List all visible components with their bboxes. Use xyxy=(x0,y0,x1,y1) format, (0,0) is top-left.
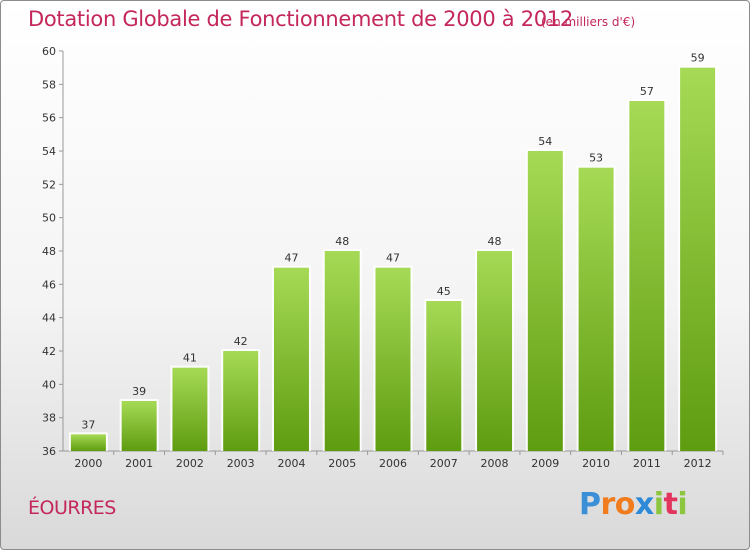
x-tick-label-2004: 2004 xyxy=(277,457,305,470)
chart-unit: (en milliers d'€) xyxy=(541,15,636,29)
logo-letter: t xyxy=(663,487,678,522)
data-label-2010: 53 xyxy=(589,152,603,165)
bar-2012 xyxy=(680,67,716,452)
y-tick-label: 36 xyxy=(42,445,56,458)
logo-letter: o xyxy=(614,487,636,522)
bar-2006 xyxy=(375,267,411,451)
x-tick-label-2001: 2001 xyxy=(125,457,153,470)
bar-2000 xyxy=(70,434,106,451)
x-tick-label-2008: 2008 xyxy=(481,457,509,470)
data-label-2009: 54 xyxy=(538,135,552,148)
bar-2008 xyxy=(477,251,513,451)
commune-name: ÉOURRES xyxy=(28,497,116,519)
data-label-2005: 48 xyxy=(335,235,349,248)
logo-letter: x xyxy=(634,487,654,522)
data-label-2008: 48 xyxy=(488,235,502,248)
x-tick-label-2006: 2006 xyxy=(379,457,407,470)
bar-2001 xyxy=(121,401,157,451)
y-tick-label: 50 xyxy=(42,212,56,225)
data-label-2011: 57 xyxy=(640,85,654,98)
x-tick-label-2003: 2003 xyxy=(227,457,255,470)
x-tick-label-2005: 2005 xyxy=(328,457,356,470)
data-label-2002: 41 xyxy=(183,352,197,365)
data-label-2000: 37 xyxy=(81,418,95,431)
data-label-2001: 39 xyxy=(132,385,146,398)
logo-letter: P xyxy=(579,487,601,522)
y-tick-label: 56 xyxy=(42,112,56,125)
logo-letter: r xyxy=(600,487,616,522)
x-tick-label-2007: 2007 xyxy=(430,457,458,470)
data-label-2004: 47 xyxy=(284,252,298,265)
bars: 37 39 41 42 47 48 47 45 48 54 53 57 59 xyxy=(68,52,718,452)
bar-2010 xyxy=(578,167,614,451)
bar-2002 xyxy=(172,367,208,451)
data-label-2007: 45 xyxy=(437,285,451,298)
y-tick-label: 54 xyxy=(42,145,56,158)
x-tick-label-2002: 2002 xyxy=(176,457,204,470)
data-label-2006: 47 xyxy=(386,252,400,265)
x-tick-label-2000: 2000 xyxy=(74,457,102,470)
y-tick-label: 40 xyxy=(42,378,56,391)
bar-2003 xyxy=(223,351,259,451)
data-label-2003: 42 xyxy=(234,335,248,348)
logo-letter: i xyxy=(653,487,664,522)
bar-2007 xyxy=(426,301,462,451)
data-label-2012: 59 xyxy=(691,52,705,65)
x-tick-label-2010: 2010 xyxy=(582,457,610,470)
bar-2005 xyxy=(324,251,360,451)
y-tick-label: 48 xyxy=(42,245,56,258)
x-tick-label-2011: 2011 xyxy=(633,457,661,470)
y-tick-label: 42 xyxy=(42,345,56,358)
y-tick-label: 44 xyxy=(42,312,56,325)
y-tick-label: 46 xyxy=(42,278,56,291)
x-tick-label-2009: 2009 xyxy=(531,457,559,470)
y-tick-label: 52 xyxy=(42,178,56,191)
bar-2004 xyxy=(273,267,309,451)
y-tick-label: 38 xyxy=(42,412,56,425)
chart-title: Dotation Globale de Fonctionnement de 20… xyxy=(28,7,573,31)
proxiti-logo: Proxiti xyxy=(579,487,688,522)
bar-2009 xyxy=(527,151,563,451)
y-tick-label: 58 xyxy=(42,78,56,91)
logo-letter: i xyxy=(677,487,688,522)
axes: 36 38 40 42 44 46 48 50 52 54 56 58 60 2000 2001 2002 20… xyxy=(42,45,724,470)
bar-2011 xyxy=(629,101,665,451)
x-tick-label-2012: 2012 xyxy=(684,457,712,470)
y-tick-label: 60 xyxy=(42,45,56,58)
